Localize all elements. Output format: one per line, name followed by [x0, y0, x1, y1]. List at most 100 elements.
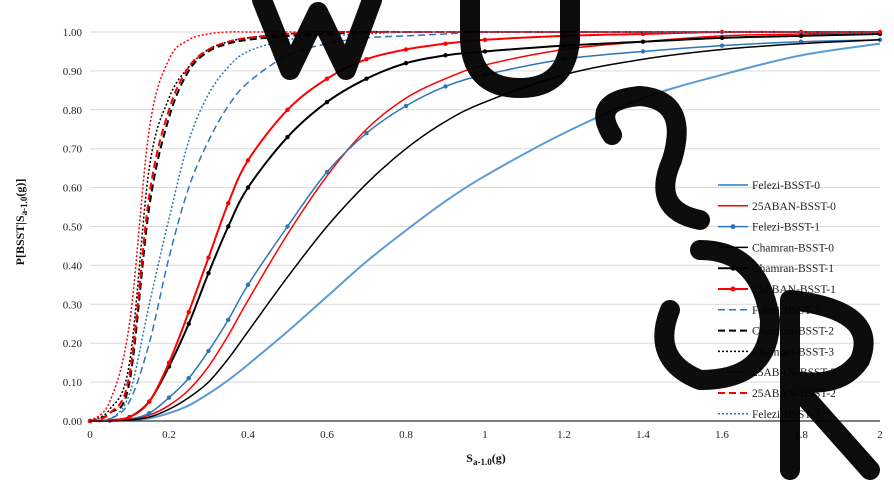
data-point [443, 84, 448, 89]
data-point [127, 414, 132, 420]
data-point [640, 39, 646, 44]
legend-item: Felezi-BSST-3 [718, 409, 820, 421]
y-tick-label: 0.40 [63, 260, 83, 272]
x-tick-label: 1.6 [715, 429, 729, 441]
data-point [285, 224, 290, 229]
legend-item: Chamran-BSST-2 [718, 326, 834, 338]
data-point [364, 76, 369, 81]
y-tick-label: 0.50 [63, 222, 83, 234]
legend-label: Chamran-BSST-3 [752, 346, 834, 358]
x-axis-title-tail: (g) [492, 451, 506, 465]
legend-item: 25ABAN-BSST-3 [718, 367, 836, 379]
x-tick-label: 0 [87, 429, 93, 441]
x-axis-title: Sa-1.0(g) [466, 451, 505, 467]
legend-item: Felezi-BSST-1 [718, 222, 820, 234]
y-tick-label: 0.10 [63, 377, 83, 389]
legend-label: 25ABAN-BSST-0 [752, 201, 836, 213]
data-point [245, 158, 251, 163]
data-point [364, 130, 369, 136]
x-tick-label: 1.4 [636, 429, 650, 441]
y-tick-label: 0.70 [63, 144, 83, 156]
data-point [719, 43, 725, 48]
x-axis-title-main: S [466, 451, 473, 465]
legend-item: 25ABAN-BSST-2 [718, 388, 836, 400]
y-axis-title: P[BSST|Sa-1.0(g)] [13, 179, 29, 266]
data-point [245, 185, 251, 190]
y-tick-label: 0.20 [63, 338, 83, 350]
data-point [640, 31, 646, 37]
data-point [285, 107, 290, 113]
legend-item: 25ABAN-BSST-0 [718, 201, 836, 213]
series-25ABAN-BSST-2 [89, 30, 880, 422]
x-tick-label: 0.6 [320, 429, 334, 441]
y-tick-label: 1.00 [63, 27, 83, 39]
data-point [324, 169, 330, 175]
legend-item: Chamran-BSST-0 [718, 242, 834, 254]
data-point [226, 200, 231, 206]
legend-label: Chamran-BSST-1 [752, 263, 834, 275]
y-tick-label: 0.90 [63, 66, 83, 78]
legend-item: Felezi-BSST-0 [718, 180, 820, 192]
legend-marker [730, 286, 736, 292]
data-point [561, 57, 567, 62]
legend-label: Chamran-BSST-0 [752, 242, 834, 254]
data-point [186, 309, 191, 315]
x-tick-label: 0.4 [241, 429, 255, 441]
legend-item: Felezi-BSST-2 [718, 305, 820, 317]
x-tick-label: 1.8 [794, 429, 808, 441]
data-point [403, 103, 409, 109]
data-point [166, 395, 172, 400]
y-tick-label: 0.30 [63, 299, 83, 311]
data-point [147, 399, 152, 404]
legend-item: 25ABAN-BSST-1 [718, 284, 836, 296]
data-point [561, 33, 567, 39]
data-point [206, 348, 211, 354]
x-tick-label: 1 [482, 429, 488, 441]
data-point [364, 57, 369, 62]
data-point [206, 255, 211, 260]
data-point [226, 224, 231, 229]
x-axis-ticks: 0 0.2 0.4 0.6 0.8 1 1.2 1.4 1.6 1.8 2 [87, 429, 883, 441]
series-line [89, 30, 880, 422]
y-axis-title-sub: a-1.0 [19, 196, 29, 215]
series-Chamran-BSST-0 [89, 39, 881, 422]
data-point [482, 72, 488, 77]
x-tick-label: 1.2 [557, 429, 571, 441]
x-tick-label: 0.8 [399, 429, 413, 441]
data-point [206, 270, 211, 276]
legend-label: 25ABAN-BSST-2 [752, 388, 836, 400]
y-tick-label: 0.00 [63, 416, 83, 428]
legend-label: 25ABAN-BSST-3 [752, 367, 836, 379]
x-tick-label: 0.2 [162, 429, 176, 441]
legend-marker [730, 224, 736, 230]
data-point [403, 60, 409, 66]
x-tick-label: 2 [877, 429, 883, 441]
data-point [640, 49, 646, 54]
data-point [324, 99, 330, 105]
data-point [719, 35, 725, 41]
legend-marker [730, 265, 736, 271]
data-point [186, 321, 191, 326]
data-point [798, 39, 804, 44]
legend-item: Chamran-BSST-3 [718, 346, 834, 358]
legend-label: Felezi-BSST-2 [752, 305, 820, 317]
y-tick-label: 0.60 [63, 183, 83, 195]
legend-label: Felezi-BSST-0 [752, 180, 820, 192]
legend: Felezi-BSST-0 25ABAN-BSST-0 Felezi-BSST-1 C… [718, 180, 836, 421]
series-line [89, 31, 880, 422]
data-point [186, 376, 191, 381]
data-point [166, 360, 172, 365]
data-point [443, 41, 448, 46]
data-point [147, 411, 152, 416]
data-point [403, 47, 409, 52]
x-axis-title-sub: a-1.0 [473, 457, 492, 467]
data-point [443, 53, 448, 58]
y-axis-title-tail: (g)] [13, 179, 27, 197]
data-point [226, 317, 231, 323]
y-axis-ticks: 0.00 0.10 0.20 0.30 0.40 0.50 0.60 0.70 0.80 0.90… [63, 27, 83, 428]
y-axis-title-main: P[BSST|S [13, 215, 27, 265]
legend-label: Felezi-BSST-1 [752, 222, 820, 234]
series-25ABAN-BSST-3 [89, 31, 880, 422]
data-point [245, 282, 251, 288]
